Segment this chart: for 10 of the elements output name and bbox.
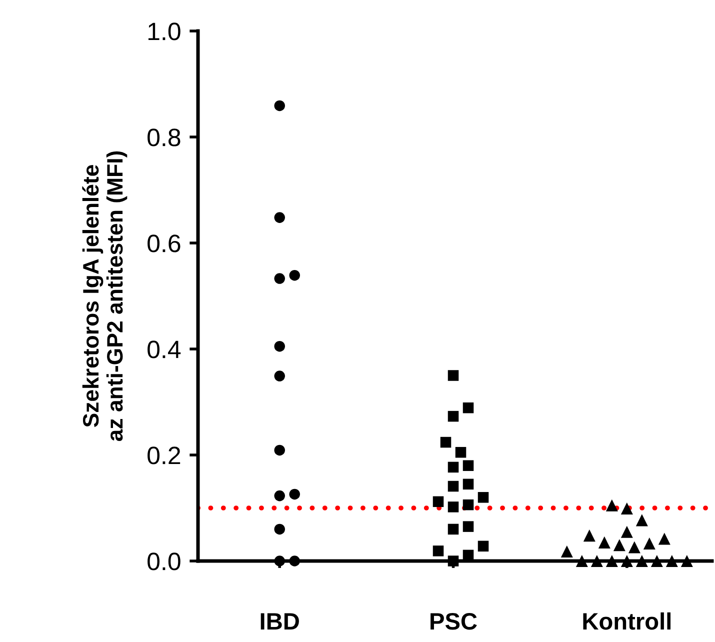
- y-tick-label: 0.2: [148, 446, 180, 464]
- y-tick-label: 1.0: [148, 22, 180, 40]
- y-tick-label: 0.8: [148, 128, 180, 146]
- x-tick-label: IBD: [260, 613, 299, 630]
- x-tick-label: PSC: [430, 613, 477, 630]
- y-axis-title: Szekretoros IgA jelenléte az anti-GP2 antitesten (MFI): [82, 151, 128, 442]
- y-tick-label: 0.4: [148, 340, 181, 358]
- y-tick-label: 0.0: [148, 552, 180, 570]
- y-tick-label: 0.6: [148, 234, 180, 252]
- x-tick-label: Kontroll: [583, 612, 670, 630]
